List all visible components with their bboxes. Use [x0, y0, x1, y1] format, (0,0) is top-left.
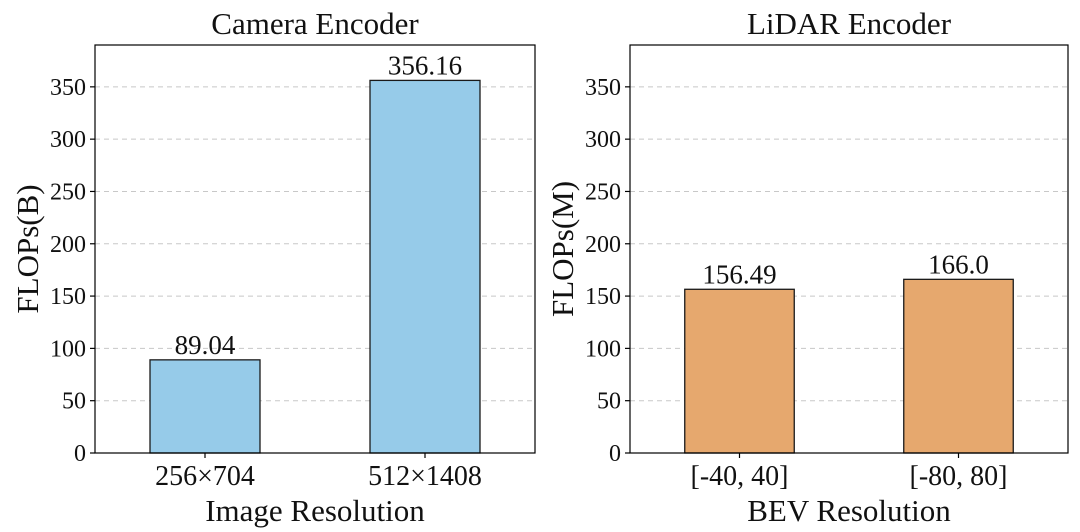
data-label: 356.16: [388, 50, 462, 80]
x-axis-label: Image Resolution: [205, 493, 425, 528]
data-label: 89.04: [175, 330, 236, 360]
y-tick-label: 200: [585, 232, 621, 258]
data-label: 156.49: [702, 259, 776, 289]
x-axis-label: BEV Resolution: [747, 493, 951, 528]
plot-frame: [629, 44, 1069, 454]
y-tick-label: 50: [62, 389, 86, 415]
y-axis-label: FLOPs(M): [545, 181, 580, 317]
x-tick-label: 512×1408: [368, 461, 482, 492]
y-tick-label: 150: [585, 284, 621, 310]
y-tick-label: 150: [50, 284, 86, 310]
chart-panel-1: 89.04 256×704 356.16 512×1408 0 50 100 150 200 25…: [10, 6, 536, 528]
y-tick-label: 0: [609, 441, 621, 467]
x-tick-label: [-80, 80]: [910, 461, 1008, 492]
y-tick-label: 350: [585, 75, 621, 101]
bar: [149, 359, 261, 454]
y-tick-label: 50: [597, 389, 621, 415]
bar: [369, 79, 481, 454]
y-tick-label: 250: [50, 179, 86, 205]
y-tick-label: 300: [585, 127, 621, 153]
y-tick-label: 100: [585, 336, 621, 362]
bar: [684, 288, 795, 454]
bar: [903, 278, 1014, 454]
chart-title: Camera Encoder: [211, 6, 419, 41]
y-axis-label: FLOPs(B): [10, 184, 45, 313]
y-tick-label: 200: [50, 232, 86, 258]
plot-frame: [94, 44, 536, 454]
y-tick-label: 100: [50, 336, 86, 362]
chart-panel-2: 156.49 [-40, 40] 166.0 [-80, 80] 0 50 100 150 20…: [545, 6, 1069, 528]
y-tick-label: 350: [50, 75, 86, 101]
y-tick-label: 300: [50, 127, 86, 153]
chart-title: LiDAR Encoder: [747, 6, 952, 41]
y-tick-label: 0: [74, 441, 86, 467]
x-tick-label: 256×704: [155, 461, 255, 492]
x-tick-label: [-40, 40]: [691, 461, 789, 492]
y-tick-label: 250: [585, 179, 621, 205]
data-label: 166.0: [928, 249, 989, 279]
